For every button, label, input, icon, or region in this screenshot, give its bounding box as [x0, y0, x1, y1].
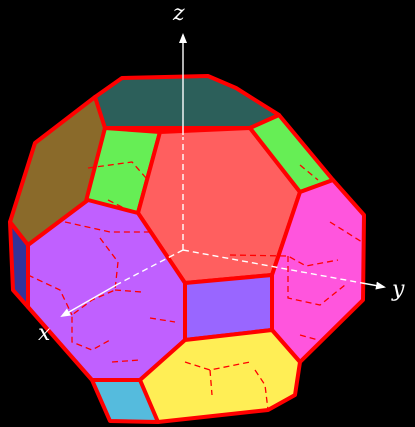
visible-faces	[8, 74, 366, 424]
x-axis-hidden-segment	[117, 249, 184, 285]
x-axis-line	[60, 283, 119, 317]
z-axis-label: z	[172, 1, 185, 26]
bottom-cyan-square-face	[90, 378, 160, 424]
y-axis-label: y	[391, 277, 405, 302]
top-octagon-face	[93, 74, 281, 130]
coordinate-axes: z y x	[38, 1, 405, 346]
x-axis-label: x	[38, 321, 51, 346]
y-axis-hidden-segment	[182, 249, 363, 284]
hidden-edges	[27, 161, 363, 411]
y-axis-line	[361, 281, 386, 290]
